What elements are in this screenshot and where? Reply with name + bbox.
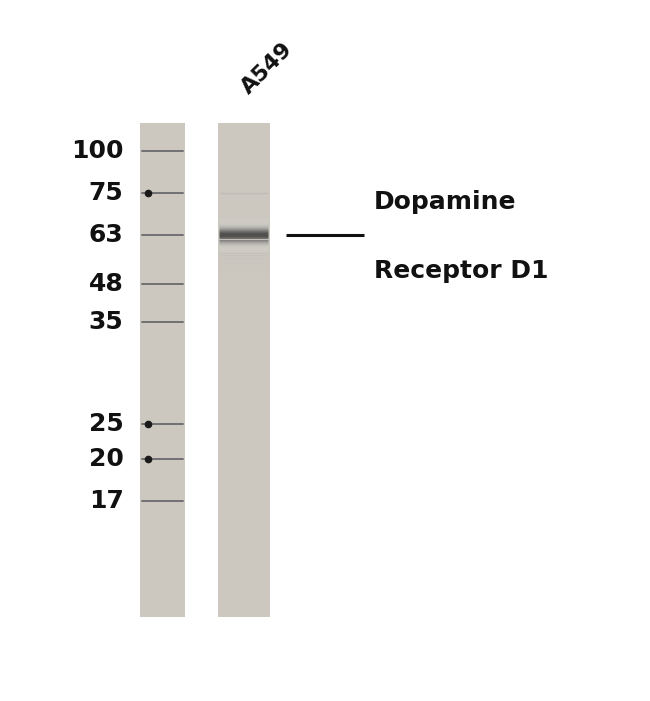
Text: Dopamine: Dopamine	[374, 190, 516, 214]
Text: Receptor D1: Receptor D1	[374, 259, 548, 283]
Text: 17: 17	[88, 489, 124, 513]
Text: 20: 20	[88, 447, 124, 471]
Text: 25: 25	[89, 412, 124, 436]
Bar	[140, 123, 185, 617]
Text: 75: 75	[89, 181, 124, 205]
Text: A549: A549	[238, 39, 297, 98]
Text: 63: 63	[89, 223, 124, 247]
Text: 48: 48	[89, 272, 124, 296]
Text: 100: 100	[71, 139, 124, 163]
Bar	[218, 123, 270, 617]
Text: 35: 35	[89, 311, 124, 334]
